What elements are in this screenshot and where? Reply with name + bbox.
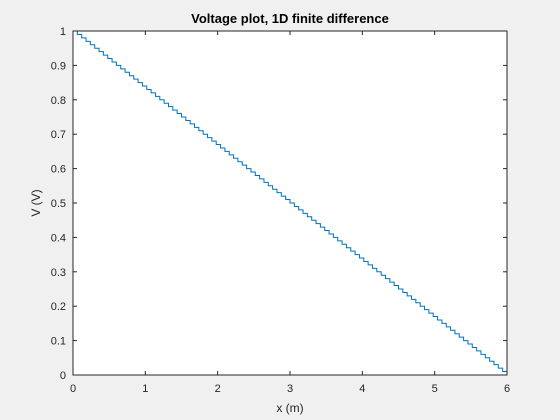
y-tick-label: 0.5 [51, 198, 66, 210]
series-line [73, 30, 508, 375]
x-tick-label: 5 [432, 383, 438, 395]
y-axis: 0 0.1 0.2 0.3 0.4 0.5 0.6 0.7 0.8 0.9 1 [51, 26, 507, 382]
series-layer [73, 30, 508, 375]
y-tick-label: 0.1 [51, 336, 66, 348]
y-tick-label: 0.8 [51, 95, 66, 107]
y-axis-label: V (V) [29, 189, 43, 216]
x-axis: 0 1 2 3 4 5 6 [70, 31, 510, 395]
x-tick-label: 3 [287, 383, 293, 395]
y-tick-label: 0.7 [51, 129, 66, 141]
x-tick-label: 4 [359, 383, 365, 395]
chart-title: Voltage plot, 1D finite difference [191, 11, 389, 26]
y-tick-label: 0.9 [51, 60, 66, 72]
y-tick-label: 0.2 [51, 301, 66, 313]
y-tick-label: 0 [60, 370, 66, 382]
x-tick-label: 6 [504, 383, 510, 395]
y-tick-label: 0.3 [51, 267, 66, 279]
y-tick-label: 0.6 [51, 164, 66, 176]
y-tick-label: 0.4 [51, 232, 66, 244]
x-tick-label: 0 [70, 383, 76, 395]
x-tick-label: 2 [215, 383, 221, 395]
y-tick-label: 1 [60, 26, 66, 38]
x-axis-label: x (m) [276, 401, 303, 415]
x-tick-label: 1 [142, 383, 148, 395]
